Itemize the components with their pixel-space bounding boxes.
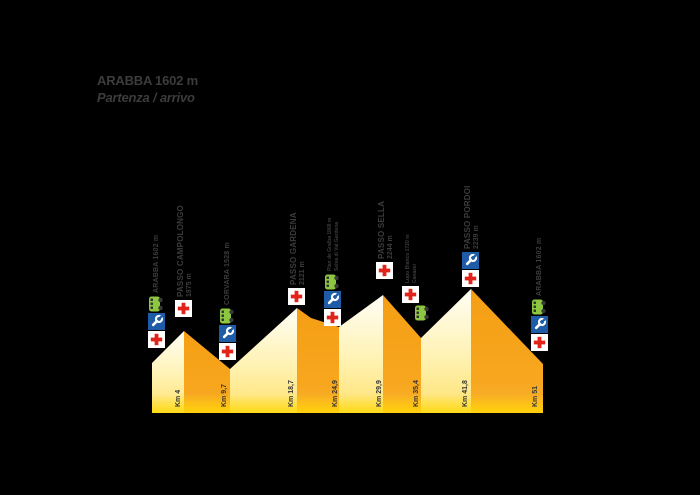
- km-mark-9-7: Km 9,7: [221, 384, 228, 407]
- station-icons-lupo-bianco-bus: [414, 305, 431, 321]
- station-label-arabba-end: ARABBA 1602 m: [536, 237, 543, 296]
- shuttle-bus-icon: [415, 305, 429, 321]
- baseline-glow: [152, 394, 543, 413]
- station-label-pordoi-name: PASSO PORDOI: [463, 185, 472, 249]
- km-mark-4: Km 4: [175, 389, 182, 407]
- station-icons-lupo-bianco: [402, 286, 419, 303]
- station-label-corvara: CORVARA 1528 m: [224, 242, 231, 305]
- first-aid-cross-icon: [219, 343, 236, 360]
- shuttle-bus-icon: [325, 274, 339, 290]
- climb-campolongo: [152, 331, 184, 413]
- station-icons-campolongo: [175, 300, 192, 317]
- mechanical-assistance-wrench-icon: [531, 316, 548, 333]
- mechanical-assistance-wrench-icon: [462, 252, 479, 269]
- climb-sella: [339, 295, 383, 413]
- descent-to-corvara: [184, 331, 230, 413]
- descent-to-plan-de-gralba: [297, 308, 339, 413]
- station-icons-plan-de-gralba: [324, 274, 341, 326]
- climb-pordoi: [421, 289, 471, 413]
- station-label-plan-de-gralba-line1: Plan de Gralba 1868 m: [327, 217, 333, 271]
- station-label-lupo-bianco-line1: Lupo Bianco 1720 m: [405, 234, 411, 283]
- first-aid-cross-icon: [288, 288, 305, 305]
- first-aid-cross-icon: [324, 309, 341, 326]
- mechanical-assistance-wrench-icon: [324, 291, 341, 308]
- station-label-plan-de-gralba-line2: Selva di Val Gardena: [334, 221, 340, 271]
- station-icons-arabba-start: [148, 296, 165, 348]
- station-label-lupo-bianco-line2: Canazei: [412, 264, 418, 283]
- station-icons-gardena: [288, 288, 305, 305]
- station-label-gardena-altitude: 2121 m: [299, 261, 306, 285]
- shuttle-bus-icon: [532, 299, 546, 315]
- page-title: ARABBA 1602 m: [97, 73, 198, 88]
- first-aid-cross-icon: [175, 300, 192, 317]
- km-mark-41-8: Km 41,8: [462, 380, 469, 407]
- shuttle-bus-icon: [220, 308, 234, 324]
- km-mark-35-4: Km 35,4: [413, 380, 420, 407]
- km-mark-29-9: Km 29,9: [376, 380, 383, 407]
- km-mark-24-9: Km 24,9: [332, 380, 339, 407]
- title-block: ARABBA 1602 m Partenza / arrivo: [97, 72, 198, 106]
- station-label-pordoi-altitude: 2239 m: [473, 225, 480, 249]
- climb-gardena: [230, 308, 297, 413]
- first-aid-cross-icon: [531, 334, 548, 351]
- station-label-arabba-start: ARABBA 1602 m: [153, 234, 160, 293]
- station-label-sella-altitude: 2244 m: [387, 235, 394, 259]
- km-mark-51: Km 51: [532, 385, 539, 407]
- descent-to-lupo-bianco: [383, 295, 421, 413]
- mechanical-assistance-wrench-icon: [148, 313, 165, 330]
- station-icons-arabba-end: [531, 299, 548, 351]
- km-mark-18-7: Km 18,7: [288, 380, 295, 407]
- station-label-campolongo-altitude: 1875 m: [186, 273, 193, 297]
- first-aid-cross-icon: [462, 270, 479, 287]
- descent-to-arabba: [471, 289, 543, 413]
- shuttle-bus-icon: [149, 296, 163, 312]
- station-label-gardena-name: PASSO GARDENA: [289, 212, 298, 285]
- first-aid-cross-icon: [148, 331, 165, 348]
- first-aid-cross-icon: [376, 262, 393, 279]
- station-label-sella-name: PASSO SELLA: [377, 200, 386, 259]
- station-icons-corvara: [219, 308, 236, 360]
- station-icons-sella: [376, 262, 393, 279]
- station-label-campolongo-name: PASSO CAMPOLONGO: [176, 205, 185, 297]
- mechanical-assistance-wrench-icon: [219, 325, 236, 342]
- first-aid-cross-icon: [402, 286, 419, 303]
- page-subtitle: Partenza / arrivo: [97, 90, 195, 105]
- station-icons-pordoi: [462, 252, 479, 287]
